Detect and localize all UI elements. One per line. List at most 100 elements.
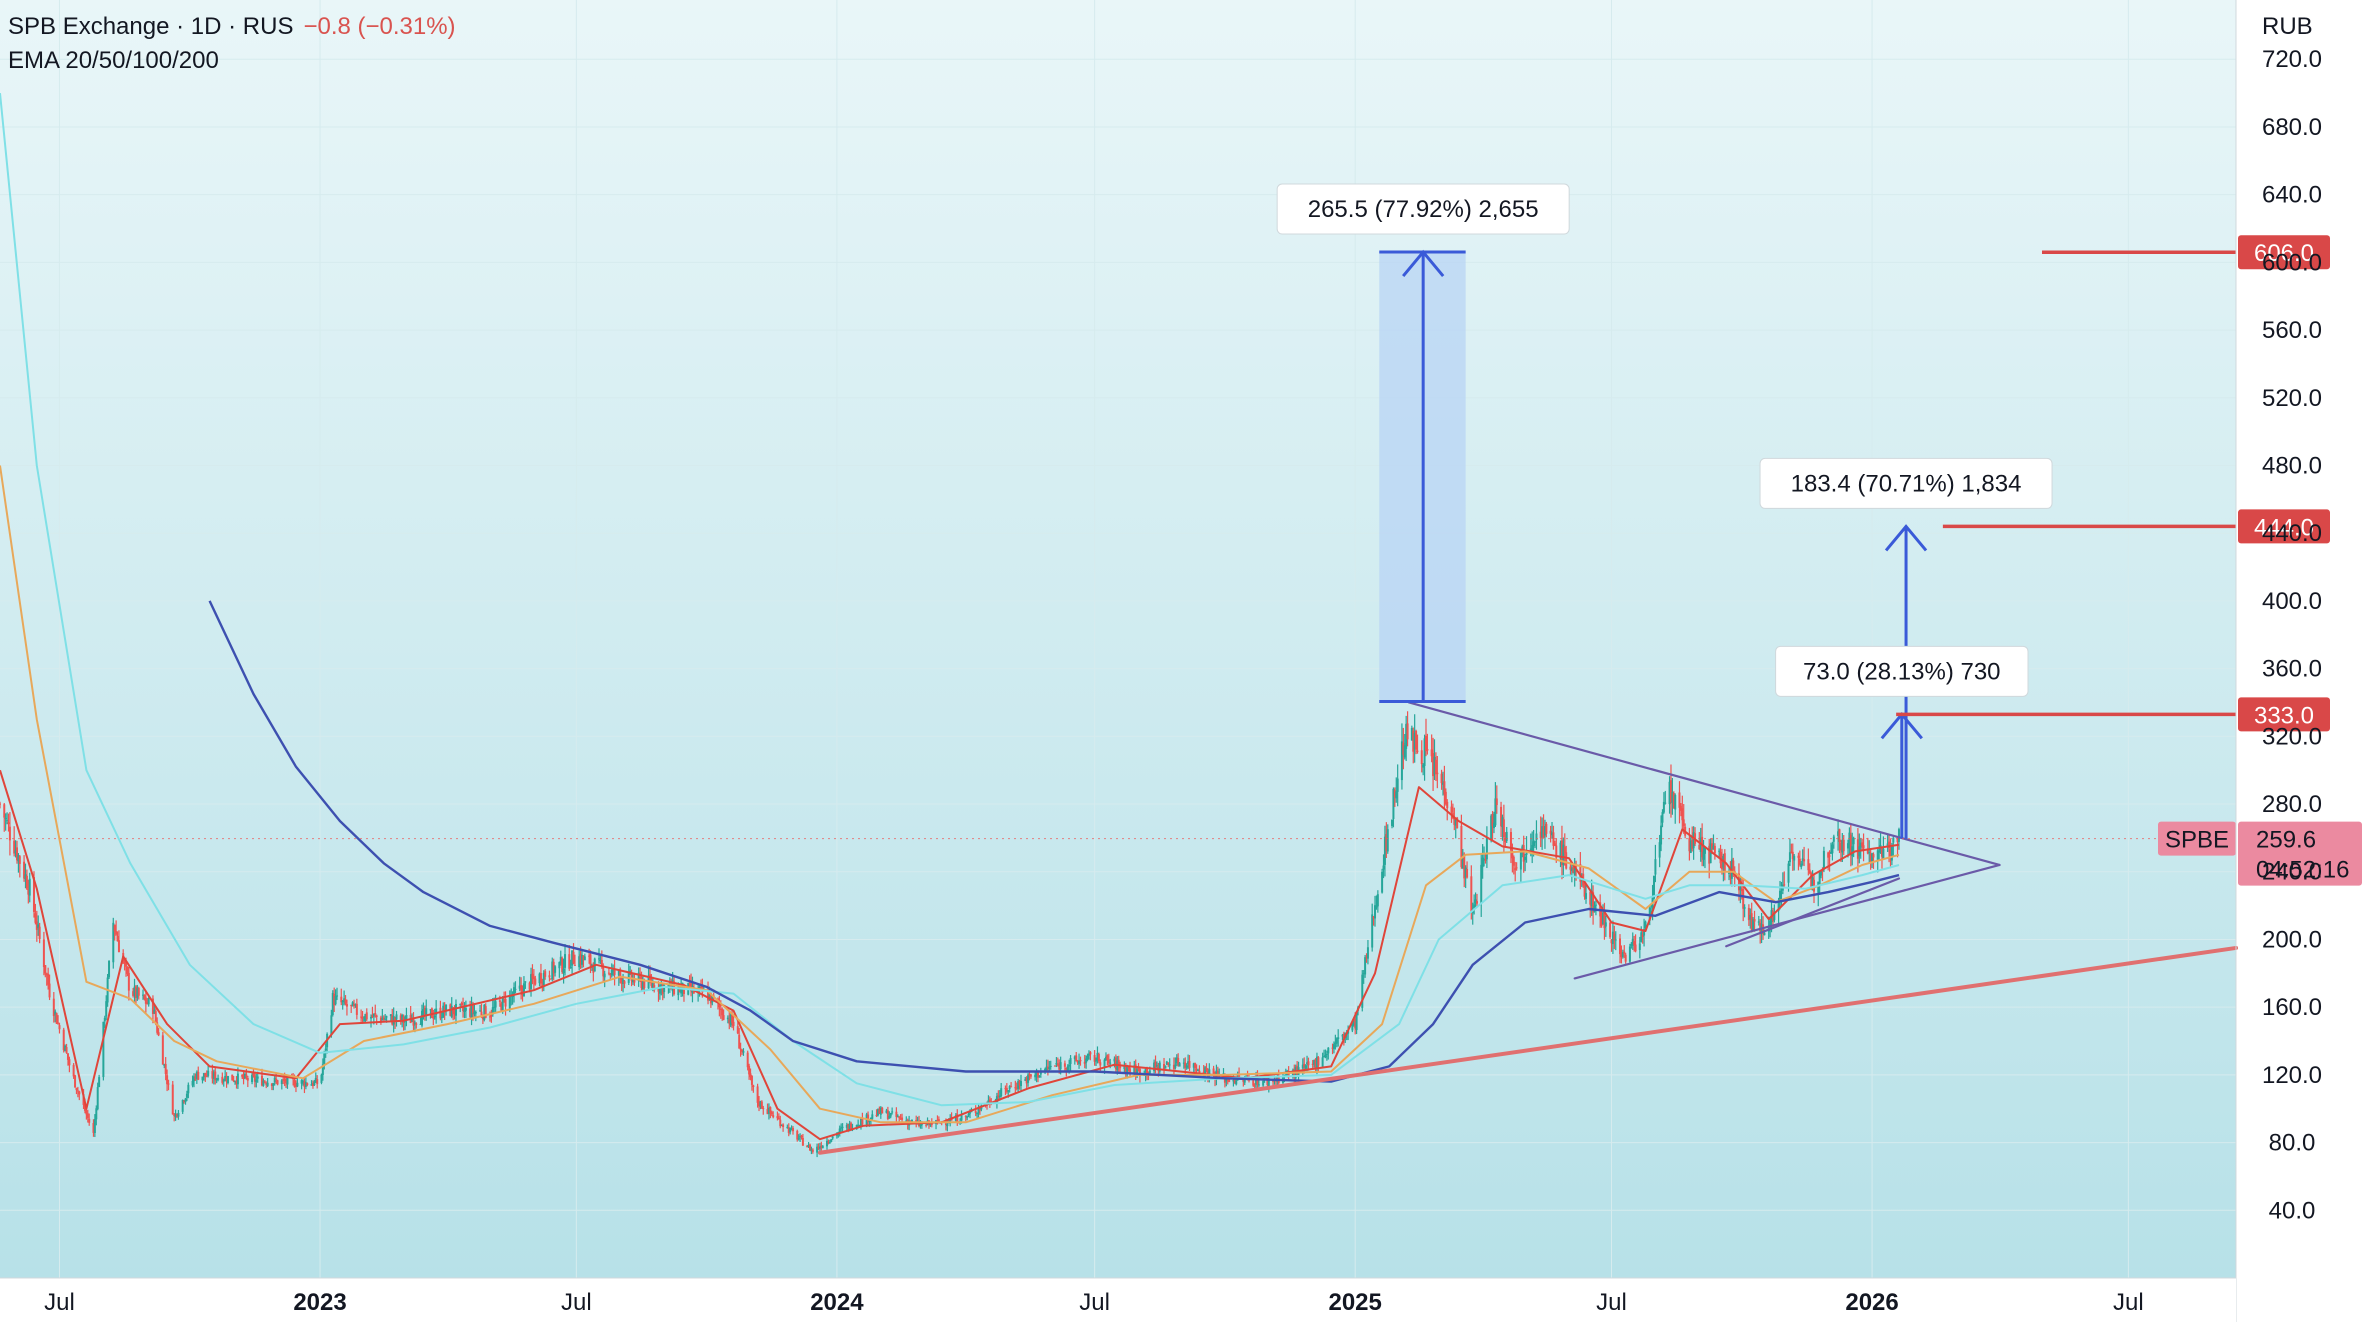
candle-body (809, 1144, 812, 1151)
candle-body (273, 1077, 276, 1083)
candle-body (1623, 951, 1626, 954)
candle-body (1453, 818, 1456, 825)
candle-body (321, 1064, 324, 1075)
candle-body (323, 1051, 326, 1064)
candle-body (1097, 1054, 1100, 1062)
candle-body (707, 990, 710, 1001)
candle-body (1702, 851, 1705, 860)
candle-body (375, 1015, 378, 1017)
candle-body (801, 1137, 804, 1146)
candle-body (137, 987, 140, 996)
candle-body (1502, 819, 1505, 838)
candle-body (1430, 749, 1433, 757)
candle-body (1007, 1090, 1010, 1092)
candle-body (726, 1017, 729, 1020)
candle-body (1127, 1066, 1130, 1069)
candle-body (262, 1080, 265, 1086)
candle-body (572, 951, 575, 964)
candle-body (1790, 851, 1793, 854)
candle-body (1144, 1068, 1147, 1075)
candle-body (1509, 832, 1512, 851)
candle-body (1393, 790, 1396, 798)
trendlines[interactable] (817, 701, 2238, 1155)
x-tick-label: 2023 (293, 1289, 346, 1316)
candle-body (47, 973, 50, 985)
candle-body (1187, 1061, 1190, 1065)
price-axis[interactable]: 40.0 80.0 120.0 160.0 200.0 240.0 280.0 320.0 36… (2235, 0, 2322, 1322)
candle-body (1491, 813, 1494, 827)
candle-body (1396, 778, 1399, 792)
measurements[interactable]: 265.5 (77.92%) 2,655 183.4 (70.71%) 1,834… (1276, 183, 2053, 839)
candle-body (603, 973, 606, 978)
candle-body (1178, 1063, 1181, 1067)
time-axis[interactable]: Jul 2023 Jul 2024 Jul 2025 Jul 2026 Jul (0, 1277, 2236, 1322)
candle-body (583, 956, 586, 961)
candle-body (1660, 825, 1663, 845)
candle-body (52, 998, 55, 1017)
candle-body (316, 1079, 319, 1085)
candle-body (1842, 839, 1845, 852)
candle-body (1808, 869, 1811, 873)
candle-body (1184, 1062, 1187, 1068)
candle-body (147, 998, 150, 1005)
y-tick-label: 200.0 (2262, 926, 2322, 953)
candle-body (998, 1095, 1001, 1098)
candle-body (117, 940, 120, 953)
candle-body (1109, 1062, 1112, 1064)
candle-body (1464, 867, 1467, 878)
candle-body (1197, 1069, 1200, 1071)
candle-body (915, 1119, 918, 1123)
candle-body (898, 1116, 901, 1118)
candle-body (677, 986, 680, 996)
candle-body (445, 1004, 448, 1012)
candle-body (777, 1117, 780, 1120)
candle-body (1630, 944, 1633, 946)
candle-body (810, 1149, 813, 1152)
candle-body (419, 1023, 422, 1025)
candle-body (83, 1103, 86, 1111)
candle-body (1838, 829, 1841, 843)
candle-body (1314, 1059, 1317, 1068)
candle-body (1801, 858, 1804, 862)
candle-body (756, 1086, 759, 1103)
candle-body (354, 1004, 357, 1006)
candle-body (164, 1063, 167, 1074)
candle-body (1017, 1081, 1020, 1089)
candle-body (1010, 1086, 1013, 1088)
candle-body (838, 1128, 841, 1133)
candle-body (341, 1000, 344, 1003)
candle-body (1044, 1068, 1047, 1071)
candle-body (1882, 848, 1885, 860)
candle-body (74, 1075, 77, 1088)
candle-body (589, 954, 592, 966)
candle-body (1341, 1035, 1344, 1037)
candle-body (1375, 906, 1378, 908)
candle-body (1589, 891, 1592, 905)
candle-body (660, 984, 663, 988)
candle-body (282, 1079, 285, 1081)
candle-body (1194, 1063, 1197, 1069)
candle-body (142, 994, 145, 996)
candle-body (113, 925, 116, 932)
candle-body (602, 967, 605, 977)
candle-body (1829, 851, 1832, 854)
candle-body (429, 1009, 432, 1011)
target-levels[interactable]: 606.0 444.0 333.0 SPBE 259.6 04:52:16 (0, 235, 2362, 886)
candle-body (878, 1108, 881, 1114)
candle-body (480, 1011, 483, 1016)
candle-body (1562, 844, 1565, 865)
candle-body (944, 1123, 947, 1126)
candle-body (1413, 732, 1416, 750)
interval: 1D (190, 13, 222, 40)
candle-body (1803, 859, 1806, 862)
candle-body (1406, 723, 1409, 740)
candle-body (1688, 838, 1691, 852)
y-tick-label: 520.0 (2262, 385, 2322, 412)
candle-body (395, 1014, 398, 1020)
candle-body (127, 972, 130, 991)
candle-body (888, 1116, 891, 1119)
candle-body (1832, 836, 1835, 842)
x-tick-label: Jul (561, 1289, 592, 1316)
candle-body (1126, 1065, 1129, 1073)
